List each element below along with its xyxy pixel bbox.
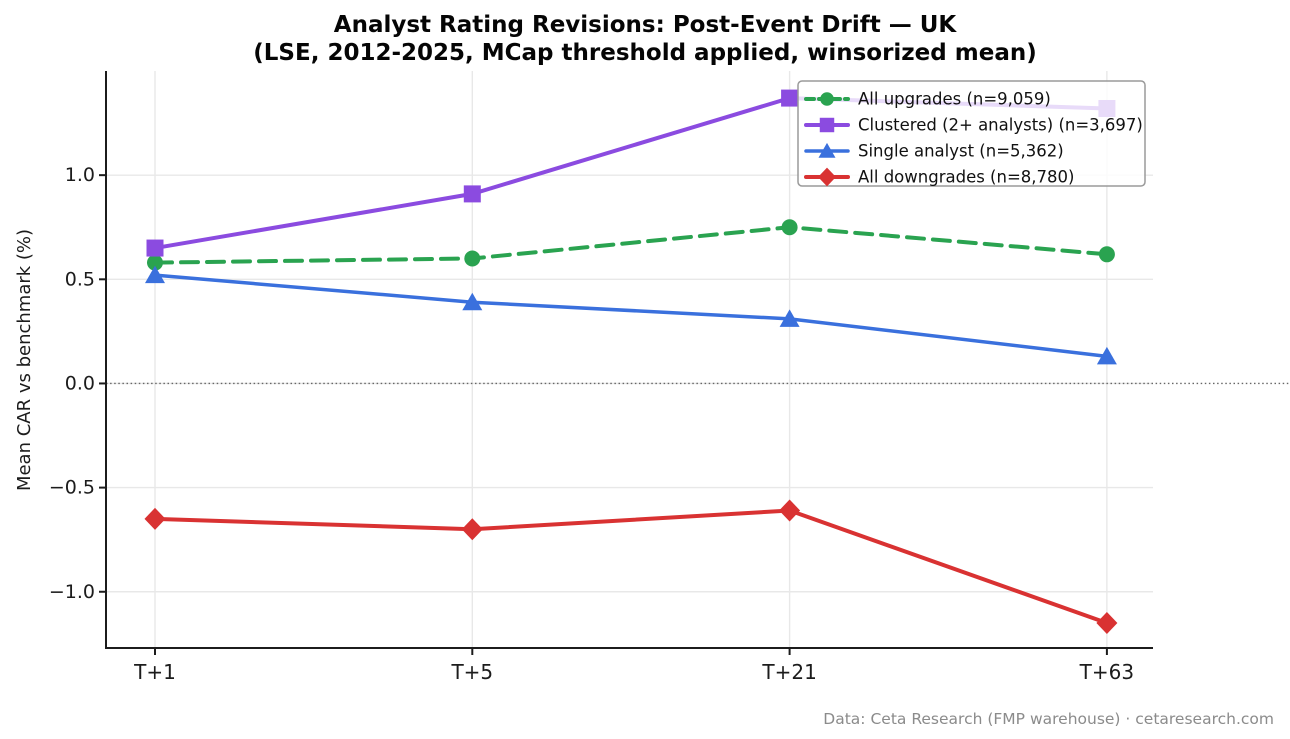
series-line xyxy=(153,225,1109,265)
y-tick-label: −1.0 xyxy=(49,581,95,603)
series-all-upgrades-n-9-059 xyxy=(147,219,1115,271)
marker-diamond xyxy=(818,167,836,187)
series-single-analyst-n-5-362 xyxy=(145,265,1117,365)
source-credit: Data: Ceta Research (FMP warehouse) · ce… xyxy=(823,710,1274,728)
marker-triangle xyxy=(462,292,483,311)
marker-triangle xyxy=(818,142,836,158)
legend-label: All upgrades (n=9,059) xyxy=(858,90,1051,109)
marker-diamond xyxy=(779,499,801,522)
marker-circle xyxy=(781,219,798,236)
y-axis-label: Mean CAR vs benchmark (%) xyxy=(14,229,35,491)
gridlines xyxy=(106,71,1153,648)
x-tick-label: T+63 xyxy=(1079,660,1134,684)
y-tick-label: 0.5 xyxy=(65,268,95,290)
x-tick-label: T+21 xyxy=(761,660,816,684)
marker-diamond xyxy=(1096,612,1118,635)
axes: 1.0 0.5 0.0 −0.5 −1.0 T+1 T+5 T+21 T+63 Mean CAR … xyxy=(14,71,1153,684)
marker-circle xyxy=(464,250,481,267)
x-tick-label: T+5 xyxy=(450,660,493,684)
chart-title-line2: (LSE, 2012-2025, MCap threshold applied,… xyxy=(253,40,1037,66)
legend-label: All downgrades (n=8,780) xyxy=(858,168,1074,187)
legend-label: Single analyst (n=5,362) xyxy=(858,142,1064,161)
marker-diamond xyxy=(144,507,166,530)
y-tick-label: 1.0 xyxy=(65,164,95,186)
marker-square xyxy=(819,117,835,133)
series-all-downgrades-n-8-780 xyxy=(144,499,1118,635)
series-line xyxy=(153,273,1109,359)
marker-square xyxy=(781,89,799,107)
series-line xyxy=(153,508,1109,626)
marker-square xyxy=(146,239,164,257)
y-tick-label: −0.5 xyxy=(49,477,95,499)
chart-title-line1: Analyst Rating Revisions: Post-Event Dri… xyxy=(333,12,957,38)
marker-diamond xyxy=(461,518,483,541)
legend: All upgrades (n=9,059) Clustered (2+ anal… xyxy=(797,80,1146,187)
x-tick-label: T+1 xyxy=(133,660,176,684)
marker-circle xyxy=(1098,246,1115,263)
marker-triangle xyxy=(779,309,800,327)
legend-label: Clustered (2+ analysts) (n=3,697) xyxy=(858,116,1143,135)
y-tick-label: 0.0 xyxy=(65,372,95,394)
marker-square xyxy=(463,185,481,203)
marker-circle xyxy=(147,254,163,271)
marker-triangle xyxy=(1096,346,1117,365)
marker-triangle xyxy=(145,265,165,284)
chart-title: Analyst Rating Revisions: Post-Event Dri… xyxy=(0,11,1290,67)
legend-box xyxy=(797,80,1146,187)
marker-circle xyxy=(820,92,834,106)
